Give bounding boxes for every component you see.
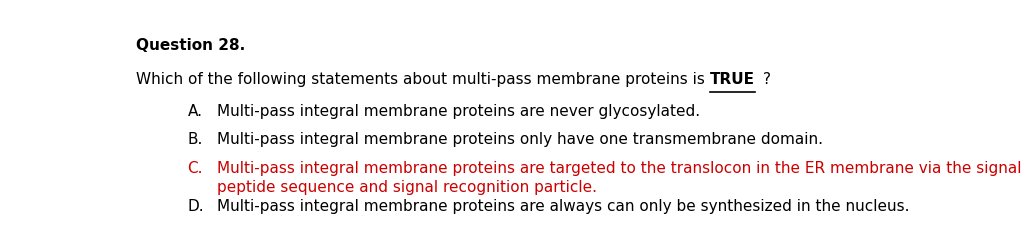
Text: Multi-pass integral membrane proteins are targeted to the translocon in the ER m: Multi-pass integral membrane proteins ar… [217, 161, 1021, 195]
Text: Which of the following statements about multi-pass membrane proteins is: Which of the following statements about … [136, 71, 710, 87]
Text: A.: A. [187, 104, 203, 119]
Text: Multi-pass integral membrane proteins are never glycosylated.: Multi-pass integral membrane proteins ar… [217, 104, 700, 119]
Text: C.: C. [187, 161, 203, 176]
Text: B.: B. [187, 132, 203, 147]
Text: Question 28.: Question 28. [136, 38, 245, 53]
Text: Multi-pass integral membrane proteins only have one transmembrane domain.: Multi-pass integral membrane proteins on… [217, 132, 823, 147]
Text: ?: ? [763, 71, 771, 87]
Text: Multi-pass integral membrane proteins are always can only be synthesized in the : Multi-pass integral membrane proteins ar… [217, 199, 909, 213]
Text: TRUE: TRUE [710, 71, 755, 87]
Text: D.: D. [187, 199, 204, 213]
